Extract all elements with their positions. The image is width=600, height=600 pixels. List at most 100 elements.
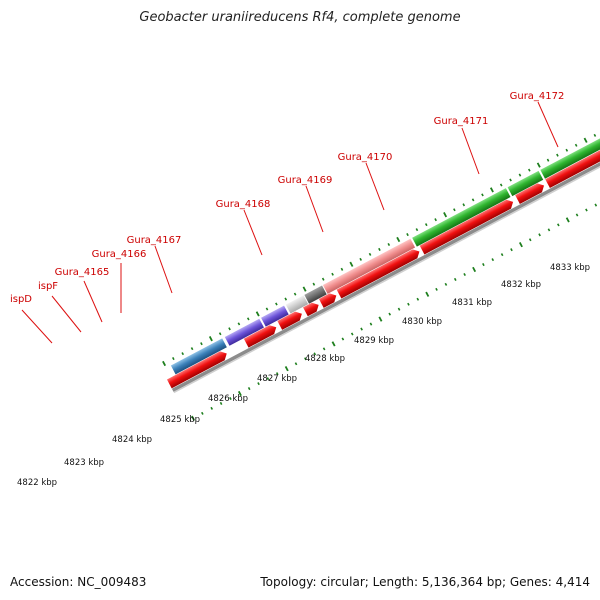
- major-tick: [518, 242, 523, 248]
- minor-tick: [574, 143, 578, 147]
- minor-tick: [453, 208, 456, 212]
- minor-tick: [557, 223, 560, 227]
- accession-text: Accession: NC_009483: [10, 575, 147, 589]
- gene-block-Gura_4167[interactable]: [322, 238, 416, 294]
- cds-track: [166, 135, 600, 389]
- gene-label-ispF[interactable]: ispF: [38, 281, 58, 292]
- minor-tick: [594, 203, 598, 207]
- gene-label-ispD[interactable]: ispD: [10, 294, 32, 305]
- gene-label-Gura_4171[interactable]: Gura_4171: [434, 116, 489, 127]
- leader-line-Gura_4170: [365, 162, 385, 211]
- genome-summary-text: Topology: circular; Length: 5,136,364 bp…: [260, 575, 590, 589]
- gene-block-ispD[interactable]: [224, 318, 264, 346]
- minor-tick: [246, 317, 250, 321]
- minor-tick: [257, 382, 260, 386]
- leader-line-ispD: [21, 309, 53, 344]
- minor-tick: [360, 327, 363, 331]
- minor-tick: [172, 357, 175, 361]
- leader-line-ispF: [51, 295, 82, 333]
- minor-tick: [369, 322, 373, 326]
- gene-block-ispF[interactable]: [261, 305, 289, 327]
- kbp-label: 4826 kbp: [208, 394, 248, 404]
- minor-tick: [210, 406, 214, 410]
- major-tick: [162, 360, 167, 367]
- cds-arrow[interactable]: [303, 300, 321, 317]
- kbp-label: 4825 kbp: [160, 415, 200, 425]
- gene-label-Gura_4169[interactable]: Gura_4169: [278, 175, 333, 186]
- gene-label-Gura_4168[interactable]: Gura_4168: [216, 199, 271, 210]
- kbp-label: 4829 kbp: [354, 336, 394, 346]
- minor-tick: [491, 258, 495, 262]
- gene-block-Gura_4168[interactable]: [412, 188, 511, 247]
- kbp-label: 4827 kbp: [257, 374, 297, 384]
- minor-tick: [499, 183, 503, 187]
- minor-tick: [321, 277, 325, 281]
- gene-block-blue[interactable]: [170, 338, 227, 375]
- minor-tick: [406, 233, 409, 237]
- minor-tick: [453, 277, 457, 281]
- minor-tick: [538, 233, 541, 237]
- cds-arrow[interactable]: [336, 247, 422, 299]
- major-tick: [208, 336, 213, 342]
- genome-title: Geobacter uraniireducens Rf4, complete g…: [139, 10, 461, 25]
- forward-strand-track: [170, 121, 600, 375]
- kbp-label: 4831 kbp: [452, 298, 492, 308]
- gene-label-Gura_4167[interactable]: Gura_4167: [127, 235, 182, 246]
- minor-tick: [444, 282, 448, 286]
- label-leader-lines: [21, 101, 559, 344]
- major-tick: [237, 390, 242, 397]
- kbp-label: 4832 kbp: [501, 280, 541, 290]
- minor-tick: [322, 347, 326, 351]
- major-tick: [331, 341, 336, 347]
- minor-tick: [275, 302, 278, 306]
- minor-tick: [434, 218, 437, 222]
- gene-label-Gura_4165[interactable]: Gura_4165: [55, 267, 110, 278]
- gene-labels: ispD ispF Gura_4165 Gura_4166 Gura_4167 …: [10, 91, 564, 305]
- minor-tick: [565, 148, 569, 152]
- minor-tick: [237, 322, 241, 326]
- leader-line-Gura_4168: [243, 209, 263, 256]
- gene-block-Gura_4165[interactable]: [285, 295, 309, 314]
- minor-tick: [304, 357, 307, 361]
- minor-tick: [229, 396, 232, 401]
- minor-tick: [378, 247, 381, 251]
- gene-label-Gura_4170[interactable]: Gura_4170: [338, 152, 393, 163]
- cds-arrow[interactable]: [318, 291, 339, 308]
- minor-tick: [481, 193, 484, 197]
- major-tick: [396, 236, 401, 243]
- gene-label-Gura_4172[interactable]: Gura_4172: [510, 91, 565, 102]
- minor-tick: [219, 401, 223, 405]
- minor-tick: [201, 411, 204, 415]
- genome-backbone-shadow: [173, 64, 600, 394]
- gene-label-Gura_4166[interactable]: Gura_4166: [92, 249, 147, 260]
- major-tick: [349, 261, 354, 267]
- kbp-label: 4823 kbp: [64, 458, 104, 468]
- minor-tick: [388, 312, 392, 316]
- minor-tick: [266, 377, 270, 381]
- cds-arrow[interactable]: [243, 323, 279, 348]
- minor-tick: [181, 352, 185, 356]
- cds-arrow[interactable]: [515, 181, 546, 204]
- minor-tick: [312, 282, 316, 286]
- minor-tick: [415, 228, 419, 232]
- gene-block-Gura_4169[interactable]: [507, 170, 544, 197]
- cds-arrow[interactable]: [419, 197, 516, 255]
- minor-tick: [331, 272, 334, 276]
- minor-tick: [547, 228, 551, 232]
- minor-tick: [293, 292, 297, 296]
- minor-tick: [341, 337, 345, 341]
- cds-arrow[interactable]: [545, 135, 600, 189]
- gene-block-Gura_4170[interactable]: [540, 121, 600, 179]
- minor-tick: [368, 252, 372, 256]
- minor-tick: [190, 347, 194, 351]
- minor-tick: [416, 297, 420, 301]
- minor-tick: [528, 238, 532, 242]
- kbp-label: 4828 kbp: [305, 354, 345, 364]
- minor-tick: [407, 302, 410, 306]
- minor-tick: [482, 263, 485, 267]
- cds-arrow[interactable]: [166, 349, 229, 389]
- cds-arrow[interactable]: [277, 309, 304, 330]
- gene-block-Gura_4166[interactable]: [304, 285, 327, 304]
- leader-line-Gura_4169: [305, 185, 324, 233]
